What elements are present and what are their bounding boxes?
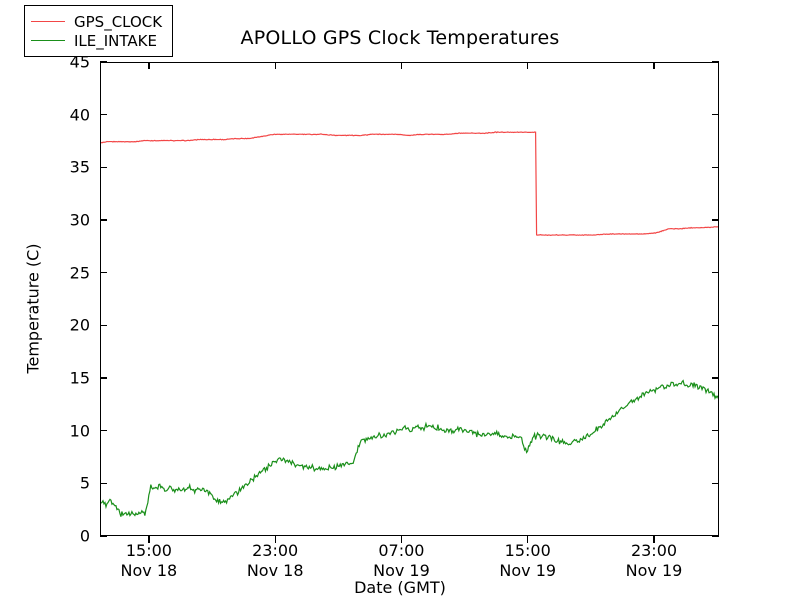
- y-tick-label: 5: [79, 473, 90, 493]
- y-tick-mark: [712, 61, 719, 63]
- x-tick-time: 23:00: [630, 541, 678, 560]
- plot-area: [100, 62, 719, 536]
- y-tick-mark: [100, 482, 107, 484]
- x-tick-mark: [653, 62, 655, 69]
- x-tick-time: 07:00: [378, 541, 425, 560]
- x-tick-date: Nov 19: [373, 561, 430, 580]
- y-tick-mark: [712, 219, 719, 221]
- y-axis-label: Temperature (C): [23, 243, 43, 374]
- x-tick-date: Nov 19: [625, 561, 683, 580]
- series-line-ile_intake: [101, 381, 718, 517]
- x-tick-label: 15:00 Nov 19: [468, 541, 588, 581]
- x-axis-label: Date (GMT): [354, 578, 446, 597]
- y-tick-mark: [712, 430, 719, 432]
- x-tick-mark: [148, 536, 150, 543]
- y-tick-label: 20: [69, 315, 90, 335]
- x-tick-time: 15:00: [504, 541, 551, 560]
- y-tick-mark: [712, 482, 719, 484]
- y-tick-mark: [712, 114, 719, 116]
- y-tick-mark: [100, 114, 107, 116]
- y-tick-mark: [100, 377, 107, 379]
- y-tick-label: 15: [69, 368, 90, 388]
- x-tick-date: Nov 18: [246, 561, 304, 580]
- y-tick-mark: [100, 61, 107, 63]
- y-tick-mark: [100, 219, 107, 221]
- x-tick-date: Nov 18: [120, 561, 178, 580]
- x-tick-time: 23:00: [252, 541, 299, 560]
- legend-swatch: [31, 21, 65, 22]
- y-tick-mark: [712, 324, 719, 326]
- y-tick-mark: [100, 272, 107, 274]
- series-line-gps_clock: [101, 132, 718, 235]
- x-tick-date: Nov 19: [499, 561, 557, 580]
- x-tick-label: 23:00 Nov 19: [594, 541, 714, 581]
- y-tick-mark: [712, 377, 719, 379]
- y-tick-label: 45: [69, 52, 90, 72]
- x-tick-mark: [148, 62, 150, 69]
- legend-item: ILE_INTAKE: [31, 31, 162, 50]
- y-tick-label: 30: [69, 210, 90, 230]
- x-tick-mark: [653, 536, 655, 543]
- y-tick-label: 40: [69, 105, 90, 125]
- x-tick-label: 07:00 Nov 19: [341, 541, 461, 581]
- y-tick-label: 25: [69, 263, 90, 283]
- x-tick-mark: [400, 536, 403, 543]
- legend-label: GPS_CLOCK: [74, 12, 163, 31]
- legend-label: ILE_INTAKE: [74, 31, 157, 50]
- y-tick-mark: [712, 272, 719, 274]
- y-tick-mark: [100, 430, 107, 432]
- chart-title: APOLLO GPS Clock Temperatures: [240, 27, 560, 49]
- x-tick-mark: [274, 536, 276, 543]
- y-tick-label: 35: [69, 157, 90, 177]
- y-tick-label: 10: [69, 421, 90, 441]
- y-tick-mark: [712, 166, 719, 168]
- chart-legend: GPS_CLOCK ILE_INTAKE: [24, 5, 174, 57]
- x-tick-mark: [274, 62, 276, 69]
- x-tick-mark: [400, 62, 403, 69]
- x-tick-mark: [527, 536, 529, 543]
- x-tick-label: 15:00 Nov 18: [89, 541, 209, 581]
- x-tick-time: 15:00: [125, 541, 172, 560]
- y-tick-mark: [100, 166, 107, 168]
- x-tick-mark: [527, 62, 529, 69]
- series-lines: [101, 63, 718, 535]
- legend-swatch: [31, 40, 65, 41]
- legend-item: GPS_CLOCK: [31, 12, 162, 31]
- y-tick-label: 0: [79, 526, 90, 546]
- x-tick-label: 23:00 Nov 18: [215, 541, 335, 581]
- y-tick-mark: [100, 324, 107, 326]
